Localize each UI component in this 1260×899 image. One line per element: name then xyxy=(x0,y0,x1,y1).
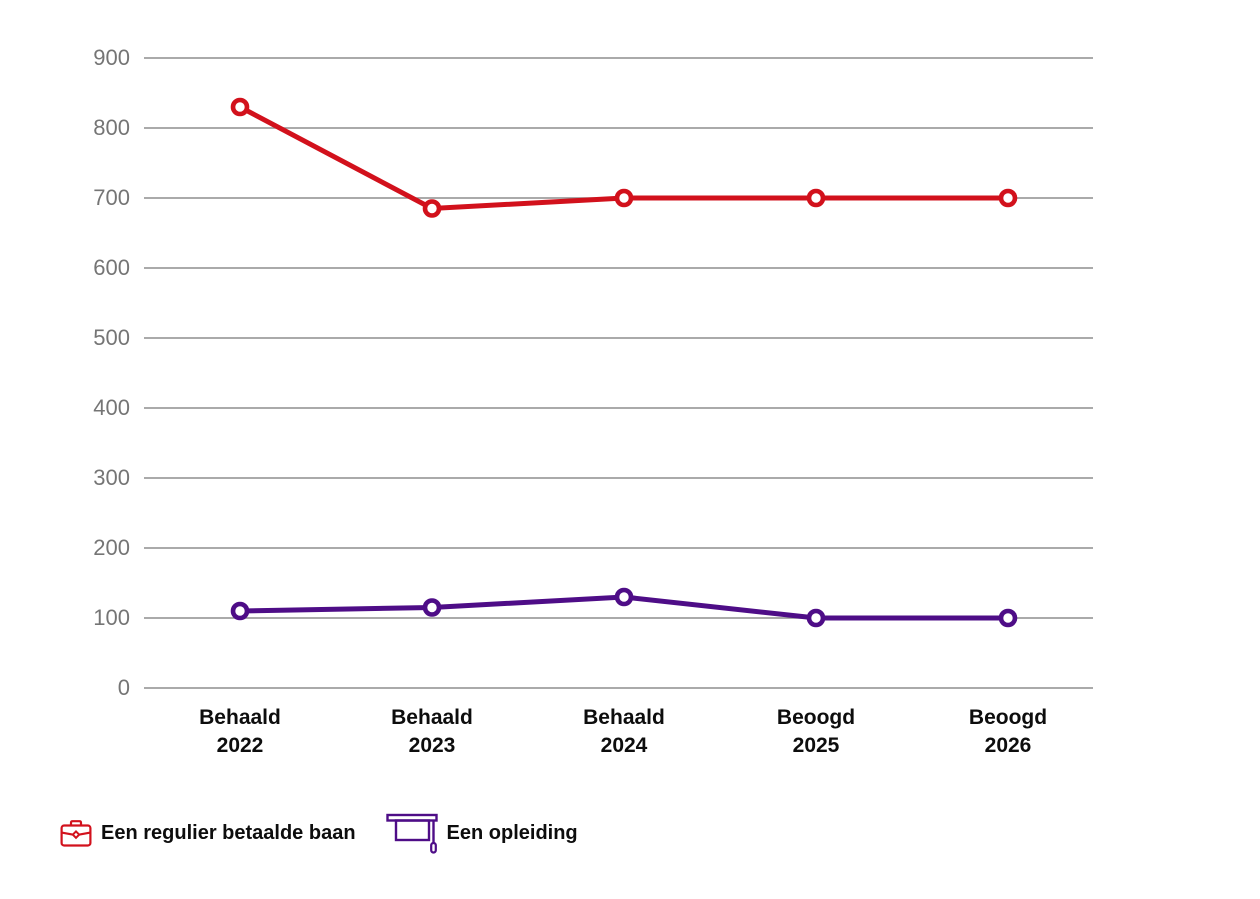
x-category-label: Behaald 2024 xyxy=(583,706,665,757)
y-tick-label: 200 xyxy=(93,535,130,560)
chart-legend: Een regulier betaalde baan Een opleiding xyxy=(60,808,578,858)
data-point[interactable] xyxy=(998,188,1018,208)
data-point[interactable] xyxy=(230,97,250,117)
y-tick-label: 100 xyxy=(93,605,130,630)
data-point[interactable] xyxy=(806,188,826,208)
data-point[interactable] xyxy=(422,199,442,218)
data-point[interactable] xyxy=(806,608,826,628)
legend-item-regulier-betaalde-baan[interactable]: Een regulier betaalde baan xyxy=(60,818,356,848)
y-tick-label: 600 xyxy=(93,255,130,280)
legend-item-opleiding[interactable]: Een opleiding xyxy=(385,809,578,857)
x-category-label: Behaald 2023 xyxy=(391,706,473,757)
x-category-label: Behaald 2022 xyxy=(199,706,281,757)
x-category-label: Beoogd 2026 xyxy=(968,706,1048,757)
graduation-cap-icon xyxy=(385,809,442,857)
data-point[interactable] xyxy=(998,608,1018,628)
data-point[interactable] xyxy=(614,188,634,208)
data-point[interactable] xyxy=(422,598,442,617)
y-tick-label: 900 xyxy=(93,45,130,70)
data-point[interactable] xyxy=(230,601,250,621)
y-tick-label: 700 xyxy=(93,185,130,210)
legend-label: Een opleiding xyxy=(446,821,578,844)
y-tick-label: 400 xyxy=(93,395,130,420)
x-category-label: Beoogd 2025 xyxy=(776,706,856,757)
data-point[interactable] xyxy=(614,587,634,607)
briefcase-icon xyxy=(60,818,92,848)
y-tick-label: 300 xyxy=(93,465,130,490)
legend-label: Een regulier betaalde baan xyxy=(101,821,356,844)
y-tick-label: 500 xyxy=(93,325,130,350)
y-tick-label: 0 xyxy=(117,675,130,700)
y-tick-label: 800 xyxy=(93,115,130,140)
